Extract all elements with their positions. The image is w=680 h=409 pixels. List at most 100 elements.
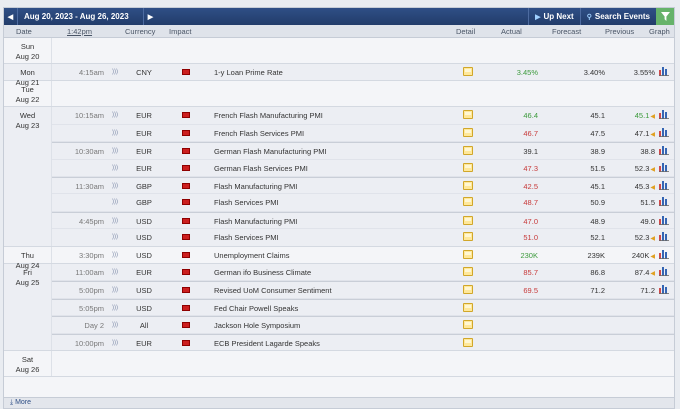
event-name[interactable]: ECB President Lagarde Speaks — [214, 338, 320, 348]
detail-folder-icon[interactable] — [463, 215, 473, 225]
graph-icon[interactable] — [659, 146, 669, 156]
event-name[interactable]: German ifo Business Climate — [214, 267, 312, 277]
event-row[interactable]: Day 2))) All Jackson Hole Symposium — [52, 316, 674, 334]
detail-folder-icon[interactable] — [463, 127, 473, 137]
event-name[interactable]: Flash Services PMI — [214, 198, 279, 208]
current-time-link[interactable]: 1:42pm — [67, 27, 93, 36]
detail-folder-icon[interactable] — [463, 232, 473, 242]
day-date: Aug 25 — [15, 277, 40, 287]
calendar-widget: ◀ Aug 20, 2023 - Aug 26, 2023 ▶ ▶ Up Nex… — [3, 7, 675, 409]
revised-icon[interactable]: ◀ — [650, 270, 655, 277]
event-currency: USD — [136, 216, 152, 226]
event-row[interactable]: 11:30am))) GBP Flash Manufacturing PMI 42.5… — [52, 176, 674, 195]
detail-folder-icon[interactable] — [463, 337, 473, 347]
detail-folder-icon[interactable] — [463, 249, 473, 259]
event-row[interactable]: ))) USD Flash Services PMI 51.0 52.1 52.3◀ — [52, 229, 674, 246]
event-name[interactable]: French Flash Manufacturing PMI — [214, 111, 323, 121]
revised-icon[interactable]: ◀ — [650, 131, 655, 138]
event-name[interactable]: 1-y Loan Prime Rate — [214, 68, 283, 77]
volume-icon: ))) — [112, 268, 118, 275]
more-link[interactable]: ⤓ More — [4, 397, 674, 408]
event-currency: EUR — [136, 111, 152, 121]
column-header-row: Date 1:42pm Currency Impact Detail Actua… — [4, 25, 674, 38]
search-events-button[interactable]: ⚲ Search Events — [579, 8, 656, 25]
event-forecast: 52.1 — [590, 233, 605, 243]
detail-folder-icon[interactable] — [463, 110, 473, 120]
event-name[interactable]: Jackson Hole Symposium — [214, 321, 301, 331]
detail-folder-icon[interactable] — [463, 162, 473, 172]
event-currency: All — [139, 321, 149, 331]
event-row[interactable]: 10:30am))) EUR German Flash Manufacturing … — [52, 142, 674, 160]
event-actual: 47.3 — [523, 163, 538, 173]
detail-folder-icon[interactable] — [463, 180, 473, 190]
event-previous: 71.2 — [600, 286, 655, 295]
day-cell: Sat Aug 26 — [4, 350, 52, 376]
event-row[interactable]: 5:05pm))) USD Fed Chair Powell Speaks — [52, 298, 674, 317]
previous-value: 45.3 — [634, 181, 650, 191]
event-row[interactable]: ))) GBP Flash Services PMI 48.7 50.9 51.5 — [52, 194, 674, 212]
event-previous: 47.1◀ — [600, 129, 655, 138]
event-name[interactable]: Flash Manufacturing PMI — [214, 181, 298, 191]
event-time: 3:30pm — [78, 250, 104, 260]
graph-icon[interactable] — [659, 162, 669, 172]
revised-icon[interactable]: ◀ — [650, 166, 655, 173]
event-previous: 45.3◀ — [600, 182, 655, 191]
event-previous: 87.4◀ — [600, 268, 655, 277]
up-next-button[interactable]: ▶ Up Next — [528, 8, 580, 25]
col-previous: Previous — [605, 27, 635, 36]
event-currency: EUR — [136, 163, 152, 173]
revised-icon[interactable]: ◀ — [650, 236, 655, 243]
event-row[interactable]: 4:45pm))) USD Flash Manufacturing PMI 47.0 4… — [52, 211, 674, 230]
detail-folder-icon[interactable] — [463, 146, 473, 156]
volume-icon: ))) — [112, 287, 118, 294]
graph-icon[interactable] — [659, 180, 669, 190]
impact-high-icon — [182, 112, 190, 119]
event-row[interactable]: 4:15am))) CNY 1-y Loan Prime Rate 3.45% 3.40… — [52, 64, 674, 81]
col-detail: Detail — [456, 27, 476, 36]
search-icon: ⚲ — [586, 13, 592, 21]
event-row[interactable]: ))) EUR German Flash Services PMI 47.3 51.5 5… — [52, 160, 674, 177]
graph-icon[interactable] — [659, 197, 669, 207]
event-row[interactable]: 3:30pm))) USD Unemployment Claims 230K 239K 2… — [52, 247, 674, 264]
detail-folder-icon[interactable] — [463, 285, 473, 295]
graph-icon[interactable] — [659, 249, 669, 259]
event-name[interactable]: Fed Chair Powell Speaks — [214, 303, 299, 313]
event-name[interactable]: French Flash Services PMI — [214, 128, 305, 138]
event-name[interactable]: German Flash Services PMI — [214, 163, 308, 173]
graph-icon[interactable] — [659, 285, 669, 295]
detail-folder-icon[interactable] — [463, 67, 473, 76]
graph-icon[interactable] — [659, 232, 669, 242]
filter-button[interactable] — [656, 8, 674, 25]
event-row[interactable]: ))) EUR French Flash Services PMI 46.7 47.5 4… — [52, 125, 674, 143]
detail-folder-icon[interactable] — [463, 320, 473, 330]
event-name[interactable]: Flash Manufacturing PMI — [214, 216, 298, 226]
impact-high-icon — [182, 217, 190, 224]
volume-icon: ))) — [112, 112, 118, 119]
impact-high-icon — [182, 339, 190, 346]
volume-icon: ))) — [112, 129, 118, 136]
graph-icon[interactable] — [659, 110, 669, 120]
prev-week-button[interactable]: ◀ — [4, 8, 18, 25]
impact-high-icon — [182, 199, 190, 206]
graph-icon[interactable] — [659, 266, 669, 276]
revised-icon[interactable]: ◀ — [650, 114, 655, 121]
graph-icon[interactable] — [659, 215, 669, 225]
detail-folder-icon[interactable] — [463, 266, 473, 276]
next-week-button[interactable]: ▶ — [143, 8, 157, 25]
event-name[interactable]: Flash Services PMI — [214, 233, 279, 243]
revised-icon[interactable]: ◀ — [650, 184, 655, 191]
detail-folder-icon[interactable] — [463, 302, 473, 312]
event-row[interactable]: 10:00pm))) EUR ECB President Lagarde Speak… — [52, 333, 674, 351]
graph-icon[interactable] — [659, 127, 669, 137]
event-row[interactable]: 11:00am))) EUR German ifo Business Climate… — [52, 264, 674, 282]
revised-icon[interactable]: ◀ — [650, 253, 655, 260]
event-row[interactable]: 10:15am))) EUR French Flash Manufacturing … — [52, 107, 674, 125]
event-name[interactable]: Revised UoM Consumer Sentiment — [214, 286, 332, 296]
event-row[interactable]: 5:00pm))) USD Revised UoM Consumer Sentime… — [52, 281, 674, 299]
detail-folder-icon[interactable] — [463, 197, 473, 207]
day-of-week: Tue — [21, 85, 34, 95]
day-group: Sun Aug 20 — [4, 38, 674, 64]
event-name[interactable]: Unemployment Claims — [214, 250, 290, 260]
graph-icon[interactable] — [659, 67, 669, 76]
event-name[interactable]: German Flash Manufacturing PMI — [214, 147, 327, 157]
